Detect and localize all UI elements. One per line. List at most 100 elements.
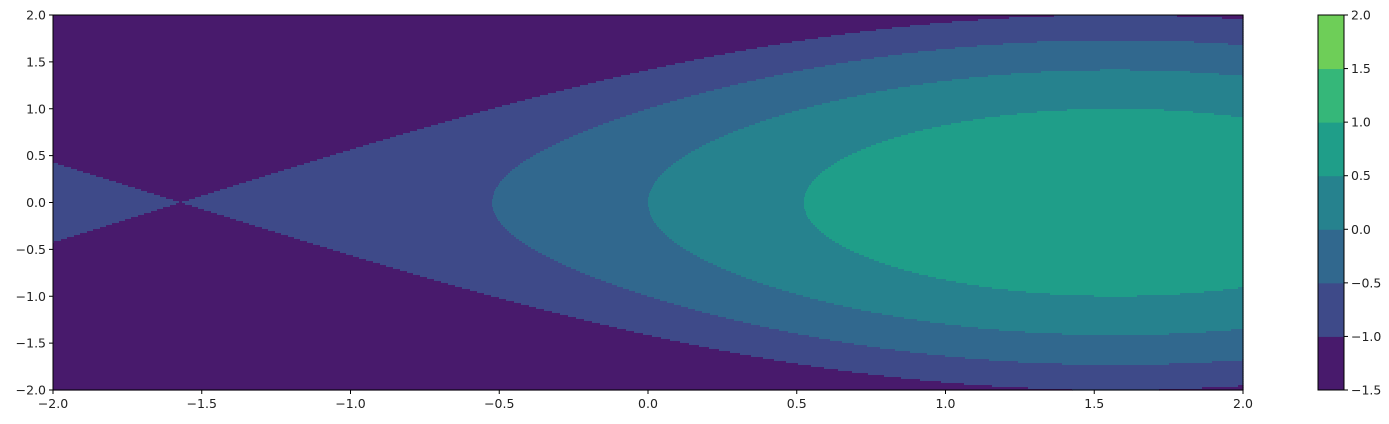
contour-band-segment — [643, 333, 799, 336]
contour-band-segment — [53, 297, 500, 300]
contour-band-segment — [53, 79, 605, 82]
contour-band-segment — [116, 181, 247, 184]
contour-band-segment — [151, 211, 212, 214]
contour-band-segment — [122, 183, 240, 186]
contour-band-segment — [53, 217, 132, 220]
contour-band-segment — [53, 95, 541, 98]
contour-band-segment — [717, 265, 892, 268]
contour-band-segment — [919, 273, 1244, 276]
contour-band-segment — [1228, 43, 1244, 46]
contour-band-segment — [211, 211, 495, 214]
contour-band-segment — [154, 193, 209, 196]
contour-band-segment — [53, 117, 460, 120]
x-tick-label: 0.0 — [638, 396, 658, 411]
contour-band-segment — [53, 109, 489, 112]
contour-band-segment — [917, 319, 1244, 322]
contour-band-segment — [666, 65, 826, 68]
contour-band-segment — [882, 141, 1244, 144]
contour-band-segment — [53, 293, 485, 296]
contour-band-segment — [53, 267, 394, 270]
contour-band-segment — [53, 189, 142, 192]
contour-band-segment — [839, 243, 1244, 246]
contour-band-segment — [262, 227, 506, 230]
contour-band-segment — [749, 125, 942, 128]
contour-band-segment — [176, 203, 186, 206]
contour-band-segment — [1000, 115, 1232, 118]
contour-band-segment — [53, 325, 610, 328]
contour-band-segment — [53, 211, 152, 214]
contour-band-segment — [53, 87, 573, 90]
contour-band-segment — [53, 231, 88, 234]
contour-band-segment — [674, 241, 836, 244]
contour-band-segment — [53, 55, 715, 58]
contour-band-segment — [53, 153, 337, 156]
contour-band-segment — [700, 257, 870, 260]
contour-band-segment — [144, 213, 218, 216]
contour-band-segment — [220, 189, 496, 192]
contour-band-segment — [568, 315, 719, 318]
contour-band-segment — [686, 249, 851, 252]
contour-band-segment — [53, 191, 148, 194]
contour-band-segment — [400, 269, 577, 272]
contour-band-segment — [284, 169, 513, 172]
contour-band-segment — [1231, 329, 1244, 332]
contour-band-segment — [1193, 111, 1244, 114]
contour-band-segment — [53, 129, 418, 132]
contour-band-segment — [866, 147, 1244, 150]
contour-band-segment — [493, 197, 649, 200]
contour-band-segment — [554, 259, 705, 262]
contour-band-segment — [53, 65, 667, 68]
contour-band-segment — [53, 315, 569, 318]
contour-band-segment — [53, 101, 518, 104]
contour-band-segment — [850, 249, 1244, 252]
contour-band-segment — [829, 237, 1244, 240]
contour-band-segment — [53, 37, 819, 40]
contour-band-segment — [53, 209, 158, 212]
contour-band-segment — [1054, 15, 1178, 18]
contour-band-segment — [53, 139, 384, 142]
contour-band-segment — [706, 91, 877, 94]
contour-band-segment — [690, 251, 855, 254]
contour-band-segment — [53, 253, 347, 256]
contour-band-segment — [825, 169, 1244, 172]
contour-band-segment — [53, 215, 139, 218]
contour-band-segment — [819, 337, 1244, 340]
x-tick-label: −1.5 — [187, 396, 217, 411]
colorbar-swatch — [1318, 122, 1344, 177]
contour-band-segment — [689, 343, 855, 346]
contour-band-segment — [1223, 289, 1244, 292]
contour-band-segment — [1037, 111, 1194, 114]
contour-band-segment — [459, 117, 621, 120]
contour-band-segment — [793, 71, 1042, 74]
contour-band-segment — [626, 329, 780, 332]
contour-band-segment — [496, 215, 652, 218]
contour-band-segment — [504, 177, 659, 180]
contour-band-segment — [1177, 15, 1244, 18]
contour-band-segment — [945, 323, 1244, 326]
contour-band-segment — [818, 299, 1244, 302]
contour-band-segment — [512, 169, 667, 172]
contour-band-segment — [376, 141, 561, 144]
contour-band-segment — [564, 89, 715, 92]
contour-band-segment — [53, 119, 453, 122]
contour-band-segment — [809, 335, 1244, 338]
contour-band-segment — [805, 195, 1244, 198]
contour-band-segment — [346, 253, 543, 256]
contour-band-segment — [676, 161, 838, 164]
contour-band-segment — [630, 73, 784, 76]
y-tick-label: 2.0 — [26, 8, 46, 23]
contour-band-segment — [852, 307, 1244, 310]
contour-band-segment — [811, 221, 1244, 224]
contour-band-segment — [846, 247, 1244, 250]
contour-band-segment — [979, 285, 1244, 288]
contour-band-segment — [1219, 73, 1244, 76]
contour-band-segment — [682, 157, 845, 160]
y-tick-label: −1.5 — [16, 336, 46, 351]
contour-band-segment — [189, 199, 493, 202]
contour-band-segment — [182, 201, 493, 204]
contour-band-segment — [53, 93, 549, 96]
contour-band-segment — [932, 127, 1244, 130]
contour-band-segment — [871, 311, 1244, 314]
contour-band-segment — [509, 231, 664, 234]
contour-band-segment — [898, 267, 1244, 270]
